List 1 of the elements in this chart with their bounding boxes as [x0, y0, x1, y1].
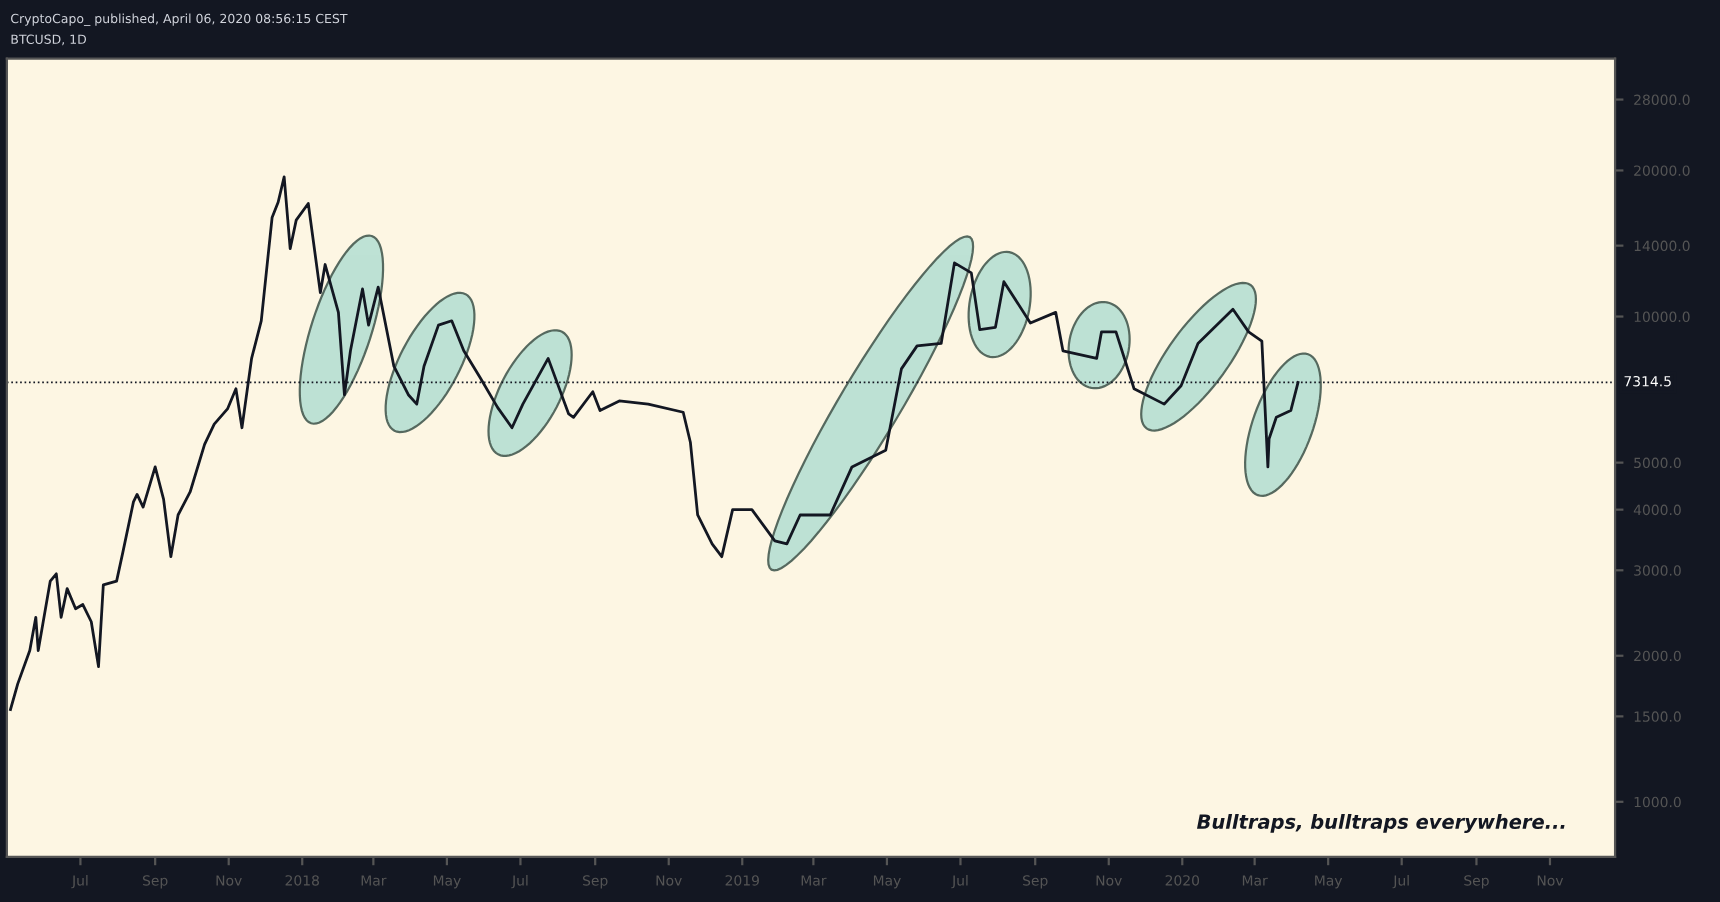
- annotation: Bulltraps, bulltraps everywhere...: [1196, 813, 1565, 833]
